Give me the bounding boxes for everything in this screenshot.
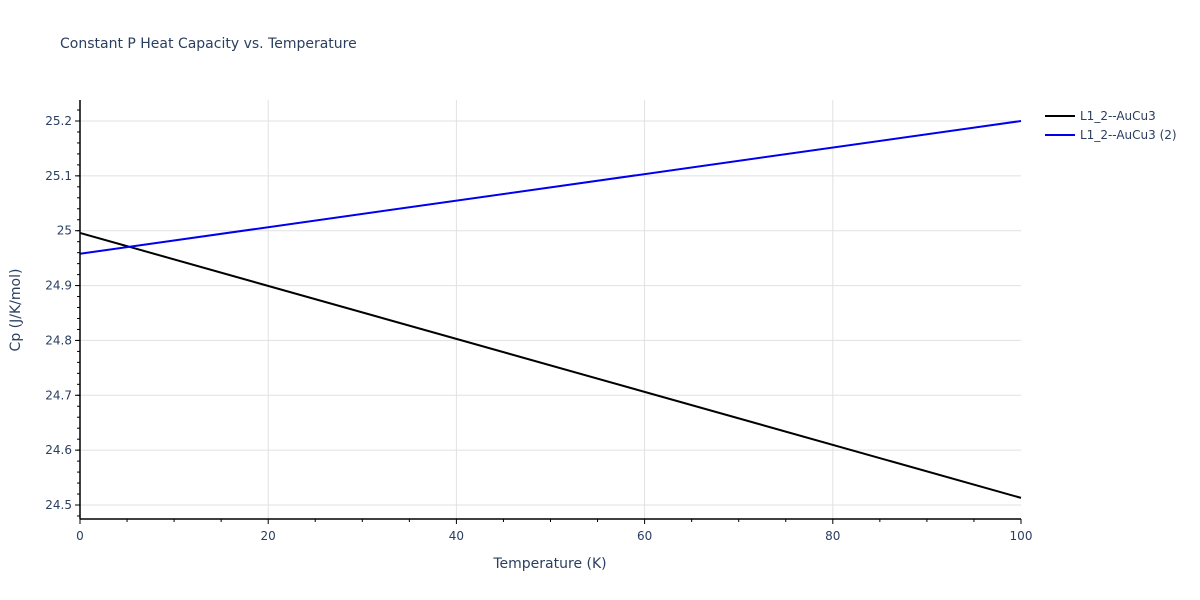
x-tick-label: 40 [449, 529, 464, 543]
legend-line-icon [1045, 133, 1075, 136]
gridlines [80, 100, 1021, 519]
y-tick-label: 24.9 [45, 279, 72, 293]
y-tick-label: 24.5 [45, 498, 72, 512]
legend: L1_2--AuCu3 L1_2--AuCu3 (2) [1045, 106, 1177, 144]
y-tick-label: 24.6 [45, 443, 72, 457]
y-tick-label: 25.1 [45, 169, 72, 183]
legend-line-icon [1045, 114, 1075, 117]
axes: 24.5 24.6 24.7 24.8 24.9 25 25.1 25.2 0 20 40 60 80 1… [45, 100, 1032, 543]
x-tick-label: 80 [825, 529, 840, 543]
y-tick-label: 24.8 [45, 333, 72, 347]
legend-label: L1_2--AuCu3 (2) [1080, 127, 1177, 142]
x-tick-label: 60 [637, 529, 652, 543]
y-tick-label: 25 [57, 224, 72, 238]
y-axis-title: Cp (J/K/mol) [8, 269, 24, 352]
data-lines [79, 120, 1022, 499]
x-axis-title: Temperature (K) [492, 556, 606, 572]
series-line-2 [79, 120, 1022, 255]
x-tick-label: 0 [76, 529, 84, 543]
chart-title: Constant P Heat Capacity vs. Temperature [60, 36, 357, 52]
x-tick-label: 20 [261, 529, 276, 543]
legend-item-series-2[interactable]: L1_2--AuCu3 (2) [1045, 125, 1177, 144]
legend-label: L1_2--AuCu3 [1080, 108, 1156, 123]
y-tick-label: 24.7 [45, 388, 72, 402]
y-tick-label: 25.2 [45, 114, 72, 128]
x-tick-label: 100 [1010, 529, 1033, 543]
series-line-1 [79, 231, 1022, 499]
legend-item-series-1[interactable]: L1_2--AuCu3 [1045, 106, 1177, 125]
